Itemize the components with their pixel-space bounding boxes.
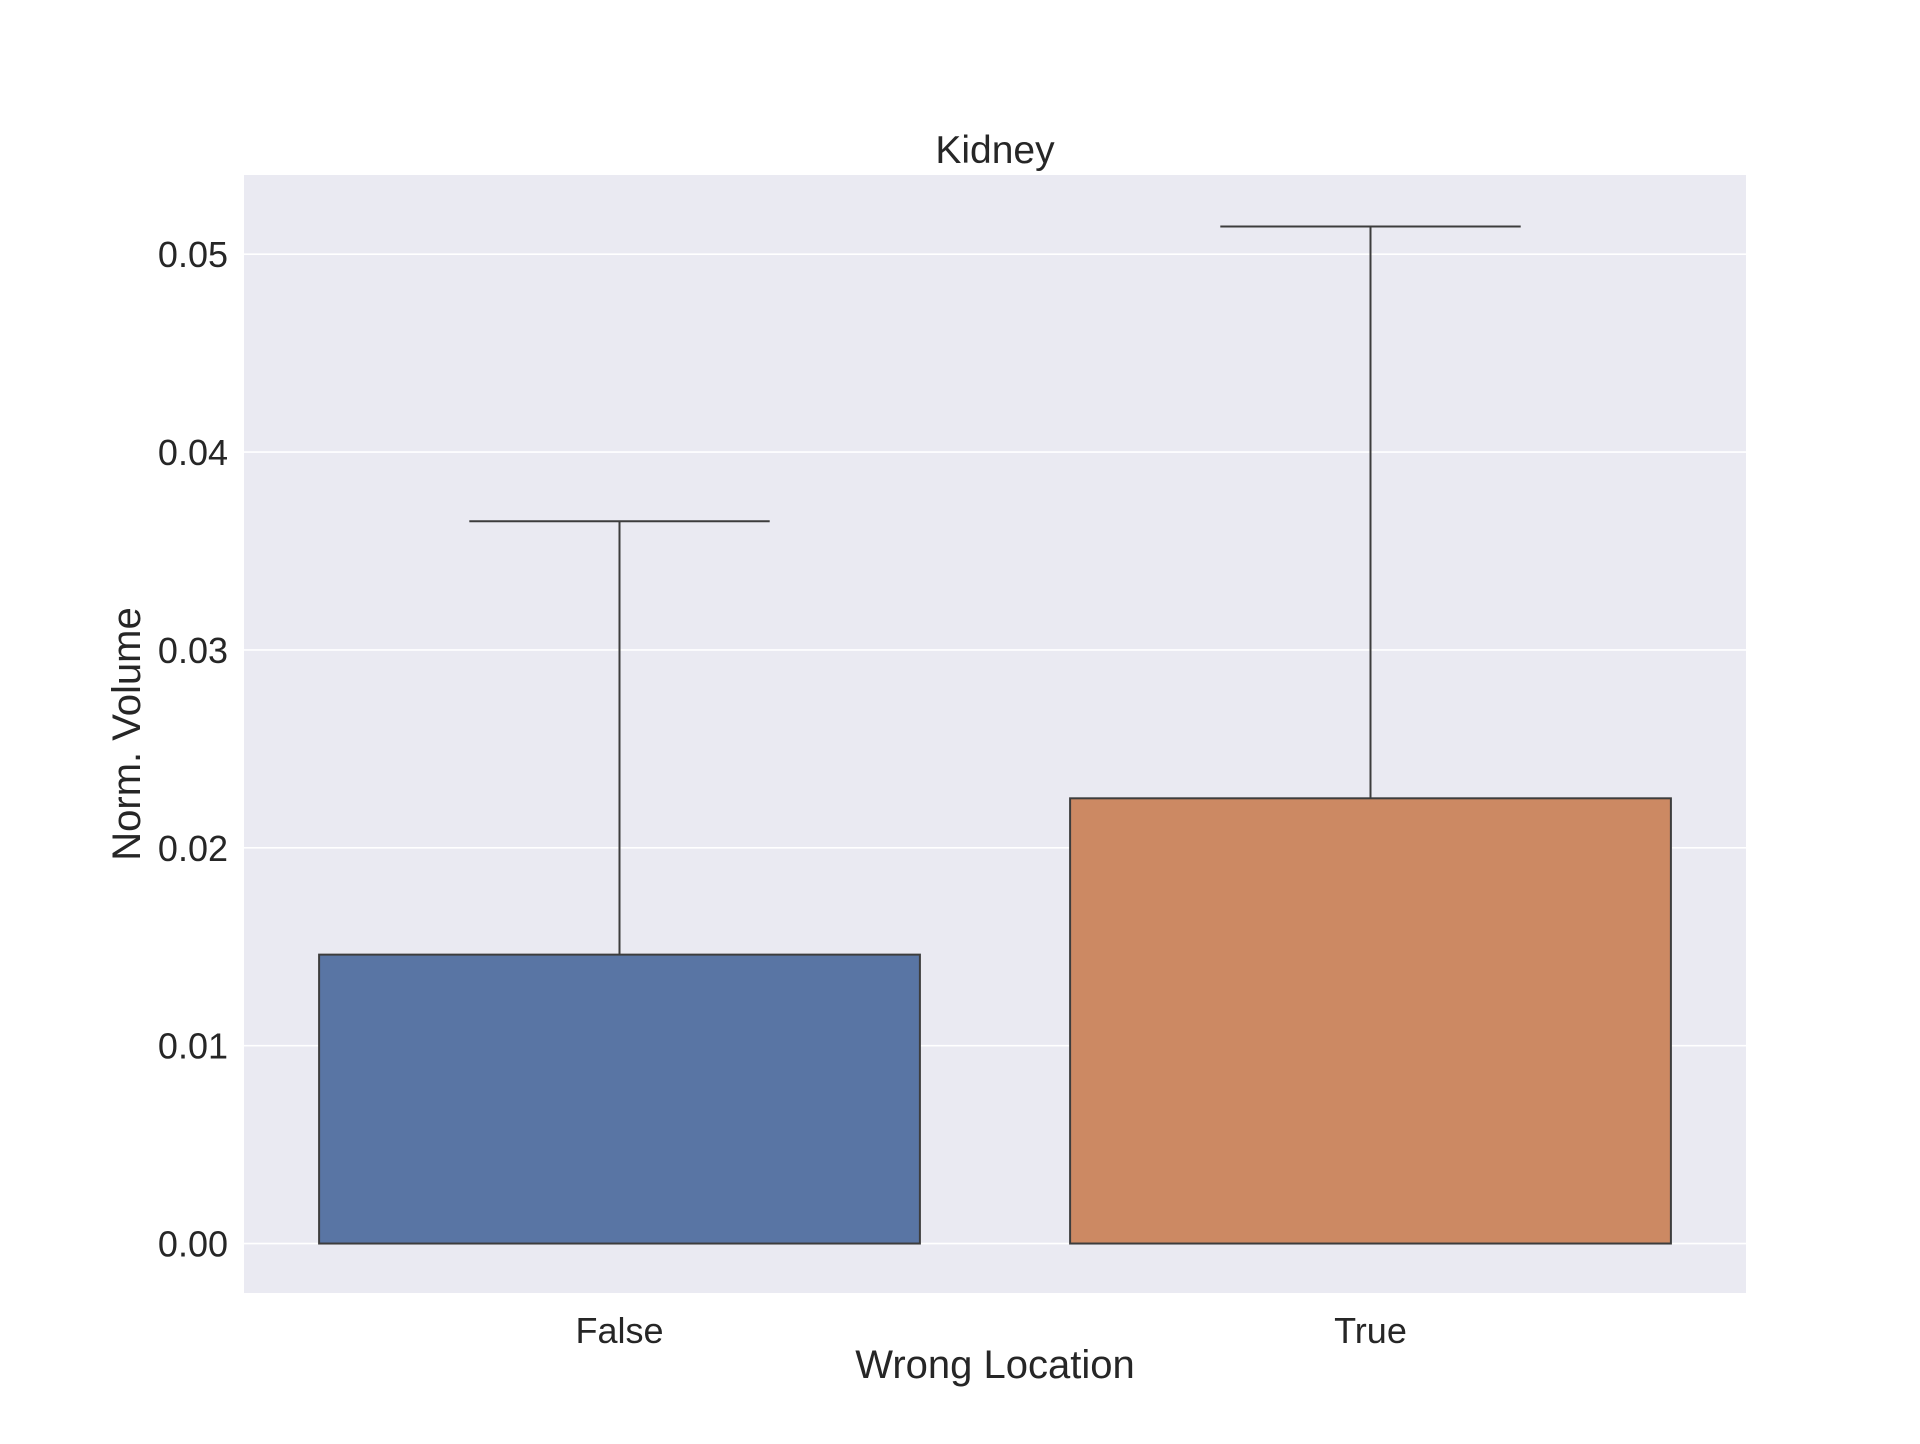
chart-title: Kidney (935, 129, 1055, 172)
x-axis-label: Wrong Location (855, 1343, 1134, 1387)
y-axis-label: Norm. Volume (105, 607, 149, 860)
x-tick-labels: False True (575, 1310, 1406, 1351)
y-tick-label: 0.05 (158, 234, 228, 275)
y-tick-label: 0.00 (158, 1224, 228, 1265)
y-tick-label: 0.04 (158, 432, 228, 473)
y-tick-label: 0.03 (158, 630, 228, 671)
y-tick-label: 0.01 (158, 1026, 228, 1067)
x-tick-label: True (1334, 1310, 1407, 1351)
bar-true (1069, 797, 1672, 1245)
y-tick-labels: 0.00 0.01 0.02 0.03 0.04 0.05 (158, 234, 228, 1264)
bar-false (318, 953, 921, 1245)
x-tick-label: False (575, 1310, 663, 1351)
error-bars (469, 225, 1521, 955)
bars (318, 797, 1672, 1245)
y-tick-label: 0.02 (158, 828, 228, 869)
